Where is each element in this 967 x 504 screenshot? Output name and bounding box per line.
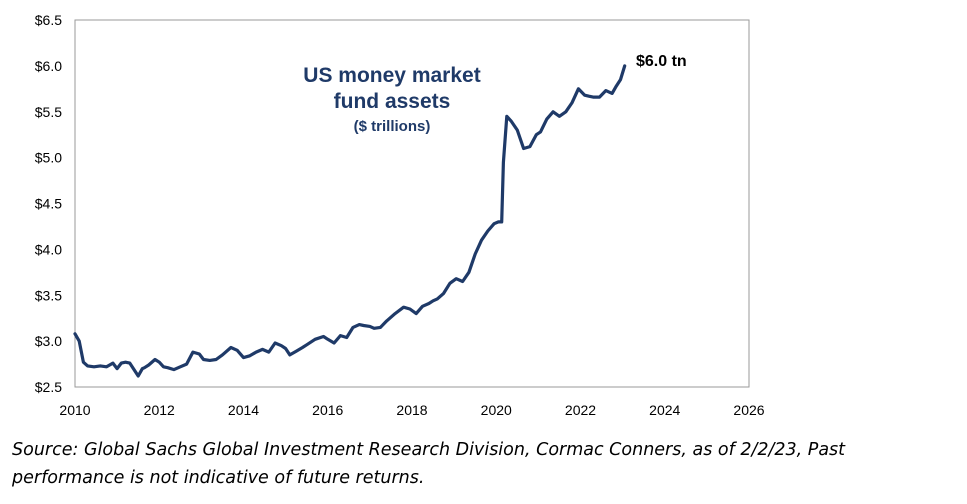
y-tick-label: $3.5 [35,287,62,303]
x-tick-label: 2016 [312,402,343,418]
x-tick-label: 2018 [396,402,427,418]
money-market-chart: $2.5 $3.0 $3.5 $4.0 $4.5 $5.0 $5.5 $6.0 $6.5 201… [35,12,765,418]
x-tick-label: 2020 [481,402,512,418]
y-tick-label: $3.0 [35,333,62,349]
x-axis-ticks: 2010 2012 2014 2016 2018 2020 2022 2024 2026 [59,402,764,418]
chart-title-line-1: US money market [303,64,480,87]
x-tick-label: 2010 [59,402,90,418]
x-tick-label: 2026 [733,402,764,418]
end-value-label: $6.0 tn [636,53,687,70]
chart-subtitle: ($ trillions) [354,118,431,135]
series-line-money-market-assets [73,64,627,378]
y-axis-ticks: $2.5 $3.0 $3.5 $4.0 $4.5 $5.0 $5.5 $6.0 $6.5 [35,12,62,395]
x-tick-label: 2014 [228,402,259,418]
chart-title-line-2: fund assets [334,90,451,113]
x-tick-label: 2022 [565,402,596,418]
plot-frame [74,19,750,388]
y-tick-label: $6.0 [35,58,62,74]
y-tick-label: $5.5 [35,104,62,120]
y-tick-label: $5.0 [35,150,62,166]
x-tick-label: 2024 [649,402,680,418]
y-tick-label: $4.5 [35,196,62,212]
source-note: Source: Global Sachs Global Investment R… [12,440,846,488]
y-tick-label: $4.0 [35,241,62,257]
x-tick-label: 2012 [144,402,175,418]
y-tick-label: $2.5 [35,379,62,395]
y-tick-label: $6.5 [35,12,62,28]
